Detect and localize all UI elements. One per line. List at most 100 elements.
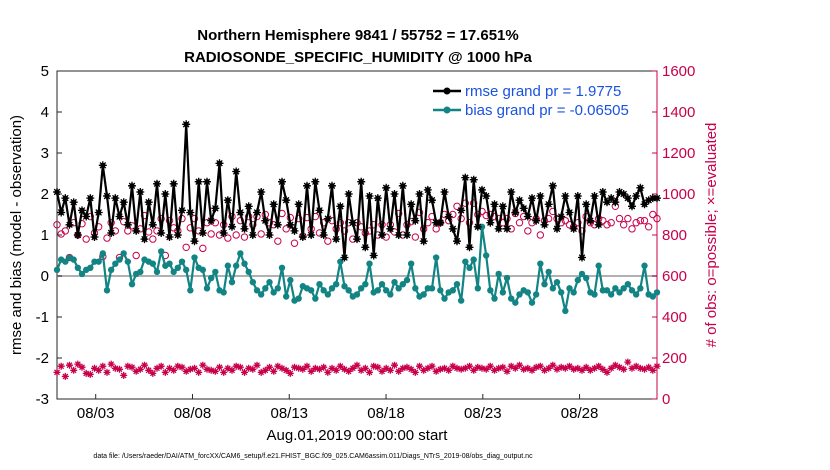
bias-marker bbox=[382, 287, 390, 294]
evaluated-obs-marker bbox=[432, 367, 440, 375]
evaluated-obs-marker bbox=[478, 364, 486, 372]
rmse-marker-star bbox=[282, 196, 291, 205]
rmse-marker-star bbox=[348, 218, 357, 227]
bias-marker bbox=[87, 264, 94, 271]
legend-bias-marker bbox=[443, 106, 451, 114]
rmse-marker-star bbox=[394, 231, 403, 239]
rmse-marker-star bbox=[457, 206, 466, 215]
evaluated-obs-marker bbox=[599, 365, 607, 373]
evaluated-obs-marker bbox=[391, 361, 398, 369]
rmse-marker-star bbox=[353, 235, 361, 244]
evaluated-obs-marker bbox=[653, 362, 661, 370]
rmse-marker-star bbox=[132, 226, 141, 235]
bias-marker bbox=[378, 281, 386, 288]
possible-obs-marker bbox=[103, 234, 111, 242]
rmse-marker-star bbox=[557, 212, 566, 221]
rmse-marker-star bbox=[57, 208, 66, 217]
bias-marker bbox=[170, 268, 177, 276]
evaluated-obs-marker bbox=[128, 363, 136, 371]
bias-marker bbox=[403, 276, 411, 284]
possible-obs-marker bbox=[494, 214, 503, 223]
evaluated-obs-marker bbox=[120, 371, 128, 379]
x-tick-label: 08/08 bbox=[174, 405, 212, 422]
evaluated-obs-marker bbox=[603, 368, 611, 376]
evaluated-obs-marker bbox=[645, 363, 653, 371]
rmse-marker-star bbox=[582, 200, 591, 209]
rmse-marker-star bbox=[248, 231, 257, 239]
bias-marker bbox=[545, 268, 552, 276]
rmse-marker-star bbox=[298, 233, 307, 241]
bias-marker bbox=[270, 289, 277, 296]
rmse-marker-star bbox=[636, 183, 645, 192]
bias-marker bbox=[78, 270, 86, 278]
evaluated-obs-marker bbox=[320, 363, 328, 371]
bias-marker bbox=[166, 260, 173, 267]
evaluated-obs-marker bbox=[261, 366, 269, 374]
y-tick-label: 2 bbox=[41, 186, 49, 203]
possible-obs-marker bbox=[324, 237, 332, 245]
evaluated-obs-marker bbox=[257, 368, 265, 376]
rmse-marker-star bbox=[273, 220, 282, 229]
rmse-marker-star bbox=[419, 237, 428, 246]
possible-obs-marker bbox=[53, 221, 61, 229]
evaluated-obs-marker bbox=[345, 367, 353, 375]
evaluated-obs-marker bbox=[436, 365, 444, 373]
evaluated-obs-marker bbox=[178, 363, 186, 371]
bias-marker bbox=[491, 295, 498, 302]
bias-marker bbox=[253, 287, 261, 294]
evaluated-obs-marker bbox=[153, 364, 161, 372]
rmse-marker-star bbox=[69, 198, 78, 207]
rmse-marker-star bbox=[628, 202, 636, 211]
bias-marker bbox=[503, 274, 511, 282]
evaluated-obs-marker bbox=[253, 361, 261, 369]
rmse-marker-star bbox=[453, 237, 461, 246]
bias-marker bbox=[241, 260, 248, 267]
y-tick-label: -2 bbox=[36, 350, 49, 367]
evaluated-obs-marker bbox=[107, 360, 115, 368]
evaluated-obs-marker bbox=[428, 362, 436, 370]
rmse-marker-star bbox=[507, 188, 516, 196]
evaluated-obs-marker bbox=[216, 363, 223, 371]
bias-marker bbox=[307, 287, 315, 294]
evaluated-obs-marker bbox=[361, 364, 369, 372]
legend-rmse-label: rmse grand pr = 1.9775 bbox=[465, 83, 621, 100]
evaluated-obs-marker bbox=[203, 365, 211, 373]
rmse-marker-star bbox=[257, 188, 266, 196]
evaluated-obs-marker bbox=[532, 363, 540, 371]
possible-obs-marker bbox=[469, 199, 478, 207]
bias-marker bbox=[278, 264, 286, 271]
rmse-marker-star bbox=[473, 222, 482, 231]
evaluated-obs-marker bbox=[57, 362, 65, 370]
legend: rmse grand pr = 1.9775 bias grand pr = -… bbox=[433, 83, 629, 119]
bias-marker bbox=[287, 276, 294, 284]
possible-obs-marker bbox=[653, 214, 661, 223]
evaluated-obs-marker bbox=[136, 365, 144, 373]
bias-marker bbox=[641, 262, 648, 269]
rmse-marker-star bbox=[569, 224, 578, 233]
bias-marker bbox=[345, 287, 352, 294]
bias-marker bbox=[557, 289, 565, 296]
rmse-marker-star bbox=[236, 208, 245, 217]
bias-marker bbox=[499, 289, 507, 296]
bias-marker bbox=[62, 258, 69, 265]
evaluated-obs-marker bbox=[70, 366, 78, 374]
evaluated-obs-marker bbox=[274, 362, 282, 370]
evaluated-obs-marker bbox=[324, 368, 332, 376]
evaluated-obs-marker bbox=[411, 368, 419, 376]
rmse-marker-star bbox=[173, 231, 182, 239]
rmse-marker-star bbox=[432, 218, 441, 227]
rmse-marker-star bbox=[78, 206, 86, 215]
rmse-marker-star bbox=[140, 235, 149, 244]
possible-obs-marker bbox=[61, 227, 70, 235]
possible-obs-marker bbox=[453, 202, 461, 211]
rmse-marker-star bbox=[203, 177, 211, 186]
bias-marker bbox=[199, 266, 207, 274]
rmse-marker-star bbox=[586, 216, 595, 225]
evaluated-obs-marker bbox=[632, 362, 640, 370]
rmse-marker-star bbox=[136, 188, 145, 196]
rmse-marker-star bbox=[290, 226, 299, 235]
rmse-marker-star bbox=[598, 188, 607, 196]
bias-marker bbox=[245, 268, 252, 276]
rmse-marker-star bbox=[269, 200, 278, 209]
